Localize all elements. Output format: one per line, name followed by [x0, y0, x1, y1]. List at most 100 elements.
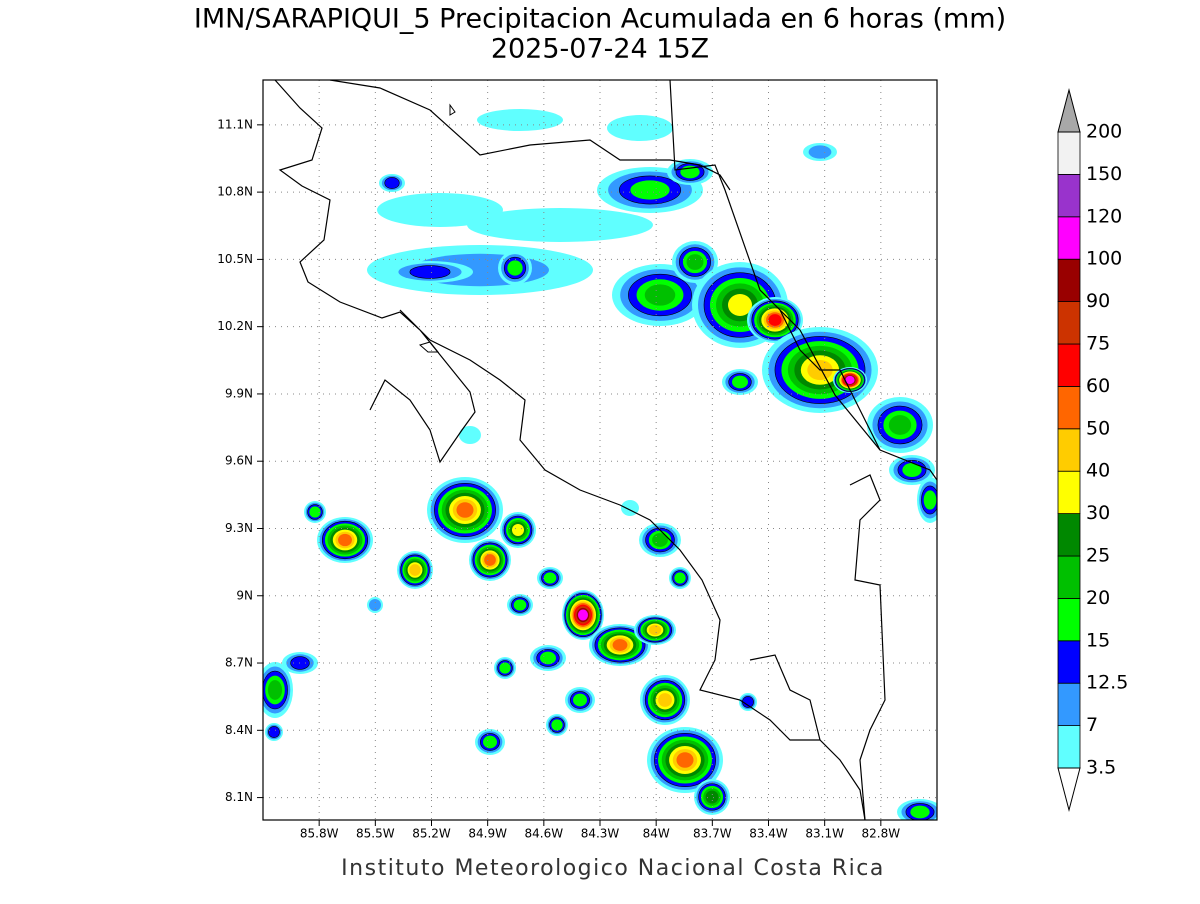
precip-area: [499, 662, 511, 674]
precip-area: [484, 554, 496, 566]
precip-area: [644, 284, 676, 306]
y-tick-label: 8.4N: [225, 723, 253, 737]
colorbar-box: [1057, 682, 1081, 727]
colorbar-label: 150: [1086, 163, 1122, 185]
y-tick-label: 8.1N: [225, 790, 253, 804]
colorbar-box: [1057, 131, 1081, 175]
colorbar-label: 7: [1086, 714, 1098, 736]
colorbar-label: 40: [1086, 460, 1110, 482]
precip-area: [808, 145, 832, 159]
colorbar-box: [1057, 513, 1081, 557]
x-tick-label: 84.3W: [581, 827, 620, 841]
footer: Instituto Meteorologico Nacional Costa R…: [341, 856, 885, 881]
precip-area: [377, 193, 503, 227]
x-tick-label: 84W: [643, 827, 670, 841]
precipitation: [263, 109, 937, 820]
y-tick-label: 10.5N: [217, 252, 253, 266]
y-tick-label: 9.9N: [225, 386, 253, 400]
colorbar-box: [1057, 470, 1081, 515]
precip-area: [267, 680, 283, 700]
x-tick-label: 82.8W: [862, 827, 901, 841]
precip-area: [513, 599, 527, 611]
colorbar-label: 15: [1086, 629, 1110, 651]
colorbar-box: [1057, 343, 1081, 387]
y-tick-label: 9.3N: [225, 521, 253, 535]
precip-area: [459, 426, 481, 444]
precip-area: [728, 294, 752, 316]
x-tick-label: 83.1W: [805, 827, 844, 841]
coastline: [274, 80, 866, 820]
colorbar-label: 30: [1086, 502, 1110, 524]
precip-area: [483, 735, 497, 749]
precip-area: [540, 651, 556, 665]
colorbar-box: [1057, 301, 1081, 345]
colorbar-box: [1057, 598, 1081, 642]
precip-area: [705, 790, 719, 804]
precip-area: [456, 502, 474, 518]
grid: [263, 80, 937, 820]
subtitle: 2025-07-24 15Z: [491, 34, 709, 65]
colorbar-box: [1057, 640, 1081, 684]
precip-area: [409, 265, 451, 279]
colorbar-box: [1057, 385, 1081, 430]
plot-area: [263, 80, 937, 820]
precip-area: [384, 177, 400, 189]
x-tick-label: 85.8W: [300, 827, 339, 841]
precip-area: [573, 693, 587, 707]
border: [749, 309, 886, 820]
precip-area: [674, 572, 686, 584]
x-tick-label: 84.6W: [525, 827, 564, 841]
precip-area: [658, 693, 672, 707]
colorbar-box: [1057, 428, 1081, 472]
precip-area: [512, 524, 524, 536]
y-tick-label: 10.2N: [217, 319, 253, 333]
precip-area: [888, 415, 912, 435]
colorbar-label: 90: [1086, 290, 1110, 312]
precip-area: [676, 752, 694, 768]
colorbar-label: 25: [1086, 545, 1110, 567]
colorbar-under: [1057, 767, 1081, 812]
y-tick-label: 11.1N: [217, 117, 253, 131]
colorbar-label: 200: [1086, 121, 1122, 143]
precip-area: [648, 624, 662, 636]
precip-area: [910, 805, 930, 819]
x-tick-label: 84.9W: [468, 827, 507, 841]
precip-area: [338, 533, 352, 547]
x-tick-label: 85.2W: [412, 827, 451, 841]
y-tick-label: 8.7N: [225, 656, 253, 670]
colorbar-box: [1057, 555, 1081, 599]
precip-area: [477, 109, 563, 131]
precip-area: [369, 599, 381, 611]
title: IMN/SARAPIQUI_5 Precipitacion Acumulada …: [194, 4, 1006, 35]
colorbar-box: [1057, 216, 1081, 260]
y-tick-label: 10.8N: [217, 185, 253, 199]
precip-area: [732, 375, 748, 389]
x-tick-label: 83.4W: [749, 827, 788, 841]
precip-area: [309, 506, 321, 518]
precip-area: [612, 639, 628, 651]
colorbar-box: [1057, 725, 1081, 769]
precip-area: [686, 254, 704, 270]
precip-area: [578, 609, 588, 621]
colorbar-label: 12.5: [1086, 672, 1128, 694]
x-tick-label: 85.5W: [356, 827, 395, 841]
y-tick-label: 9.6N: [225, 454, 253, 468]
precip-area: [902, 463, 922, 477]
colorbar-label: 60: [1086, 375, 1110, 397]
colorbar-over: [1057, 88, 1081, 133]
precip-area: [507, 260, 523, 276]
precip-area: [467, 208, 653, 242]
colorbar-label: 100: [1086, 248, 1122, 270]
colorbar-label: 75: [1086, 333, 1110, 355]
precip-area: [409, 564, 421, 576]
precip-area: [551, 719, 563, 731]
precip-area: [268, 726, 280, 738]
colorbar-label: 50: [1086, 417, 1110, 439]
x-tick-label: 83.7W: [693, 827, 732, 841]
colorbar-box: [1057, 173, 1081, 218]
colorbar-box: [1057, 258, 1081, 303]
y-tick-label: 9N: [236, 588, 253, 602]
colorbar-label: 3.5: [1086, 757, 1116, 779]
axes: 85.8W 85.5W 85.2W 84.9W 84.6W 84.3W 84W 83.7W 83…: [217, 117, 900, 840]
